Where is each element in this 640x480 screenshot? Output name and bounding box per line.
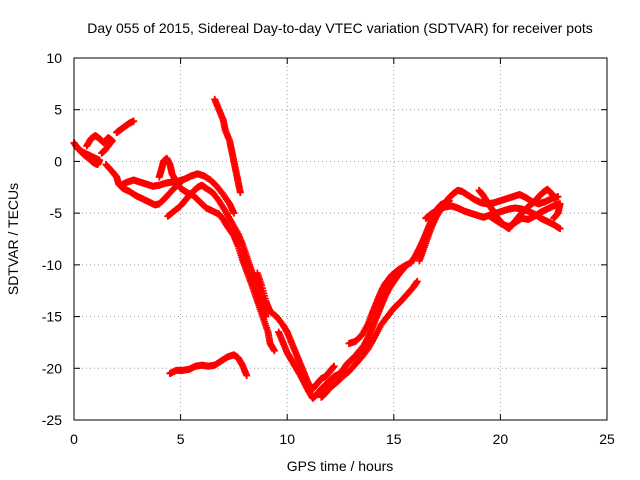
data-point xyxy=(230,209,238,217)
y-tick-label: -15 xyxy=(42,309,62,325)
y-tick-label: 5 xyxy=(54,102,62,118)
x-tick-label: 0 xyxy=(70,431,78,447)
y-tick-label: 10 xyxy=(46,50,62,66)
y-tick-label: 0 xyxy=(54,153,62,169)
series-track-3 xyxy=(113,117,138,136)
data-point xyxy=(270,347,278,355)
data-point xyxy=(556,225,564,233)
data-point xyxy=(550,214,558,222)
series-track-2 xyxy=(83,132,116,157)
series-track-8 xyxy=(211,95,244,196)
data-point xyxy=(413,277,421,285)
y-axis-label: SDTVAR / TECUs xyxy=(5,183,21,295)
data-points xyxy=(70,95,564,402)
plot-frame xyxy=(73,57,608,421)
y-tick-label: -10 xyxy=(42,257,62,273)
y-tick-label: -25 xyxy=(42,412,62,428)
axis-ticks xyxy=(73,57,608,421)
x-tick-label: 15 xyxy=(386,431,402,447)
grid xyxy=(74,58,607,420)
x-tick-label: 20 xyxy=(493,431,509,447)
x-tick-label: 10 xyxy=(279,431,295,447)
series-track-7 xyxy=(155,154,278,355)
series-track-9 xyxy=(166,351,251,380)
data-point xyxy=(243,372,251,380)
series-track-11 xyxy=(275,261,411,402)
y-tick-label: -5 xyxy=(50,205,63,221)
series-track-15 xyxy=(422,202,564,233)
y-tick-label: -20 xyxy=(42,360,62,376)
data-point xyxy=(130,117,138,125)
tick-labels: 0 5 10 15 20 25 10 5 0 -5 -10 -15 -20 -25 xyxy=(42,50,615,447)
data-point xyxy=(98,149,106,157)
series-track-17 xyxy=(486,200,564,231)
chart-title: Day 055 of 2015, Sidereal Day-to-day VTE… xyxy=(87,20,593,36)
x-tick-label: 25 xyxy=(599,431,615,447)
series-track-10 xyxy=(253,269,338,393)
x-tick-label: 5 xyxy=(177,431,185,447)
series-track-1 xyxy=(70,139,104,169)
data-point xyxy=(330,362,338,370)
x-axis-label: GPS time / hours xyxy=(287,458,394,474)
series-track-5 xyxy=(117,170,238,217)
series-track-12 xyxy=(317,277,421,401)
data-point xyxy=(236,188,244,196)
